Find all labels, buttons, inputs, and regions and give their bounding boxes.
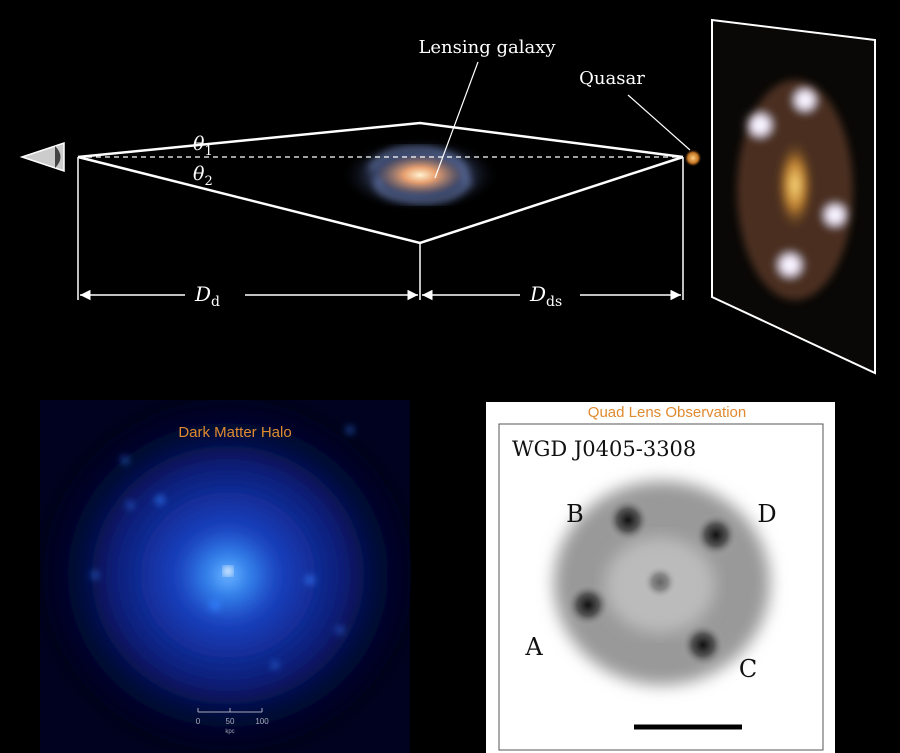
label: Quasar xyxy=(579,68,645,89)
label-backdrop xyxy=(185,284,245,306)
scale-unit: kpc xyxy=(225,729,234,735)
scale-tick: 100 xyxy=(255,717,269,726)
symbol: θ xyxy=(193,163,205,185)
halo-panel: Dark Matter Halo 0 50 100 kpc xyxy=(28,385,428,753)
image-label: B xyxy=(566,500,584,528)
scale-tick: 0 xyxy=(196,717,201,726)
quasar-image xyxy=(737,80,853,300)
symbol: D xyxy=(529,282,546,306)
symbol: D xyxy=(194,282,211,306)
panel-title: Quad Lens Observation xyxy=(588,404,746,421)
light-path-upper xyxy=(77,121,684,159)
eye-pupil xyxy=(55,146,61,168)
subscript: 2 xyxy=(204,174,212,189)
panel-title: Dark Matter Halo xyxy=(178,424,291,441)
label-backdrop xyxy=(520,284,580,306)
lensing-diagram: Lensing galaxy Quasar θ1 θ2 Dd Dds xyxy=(19,18,876,375)
angle-label: θ1 xyxy=(193,133,213,159)
distance-label: Dds xyxy=(529,282,562,310)
angle-label: θ2 xyxy=(193,163,213,189)
image-label: D xyxy=(757,500,776,528)
quasar xyxy=(684,149,702,167)
spiral-arms xyxy=(367,146,473,204)
object-name: WGD J0405-3308 xyxy=(512,437,696,461)
scale-bar xyxy=(197,708,263,713)
symbol: θ xyxy=(193,133,205,155)
distance-label: Dd xyxy=(194,282,220,310)
leader-line xyxy=(627,94,691,151)
subhalos xyxy=(92,427,353,668)
subscript: 1 xyxy=(204,144,212,159)
leader-line xyxy=(434,61,479,179)
image-label: A xyxy=(524,633,543,661)
label: Lensing galaxy xyxy=(418,37,556,58)
scale-tick: 50 xyxy=(226,717,235,726)
halo-core xyxy=(223,566,233,576)
subscript: d xyxy=(211,294,220,310)
lens-image xyxy=(554,481,770,685)
image-label: C xyxy=(739,655,757,683)
observation-panel: Quad Lens Observation WGD J0405-3308 A B… xyxy=(486,402,835,753)
subscript: ds xyxy=(546,294,562,310)
observer-eye xyxy=(19,141,65,173)
image-frame xyxy=(498,423,824,751)
